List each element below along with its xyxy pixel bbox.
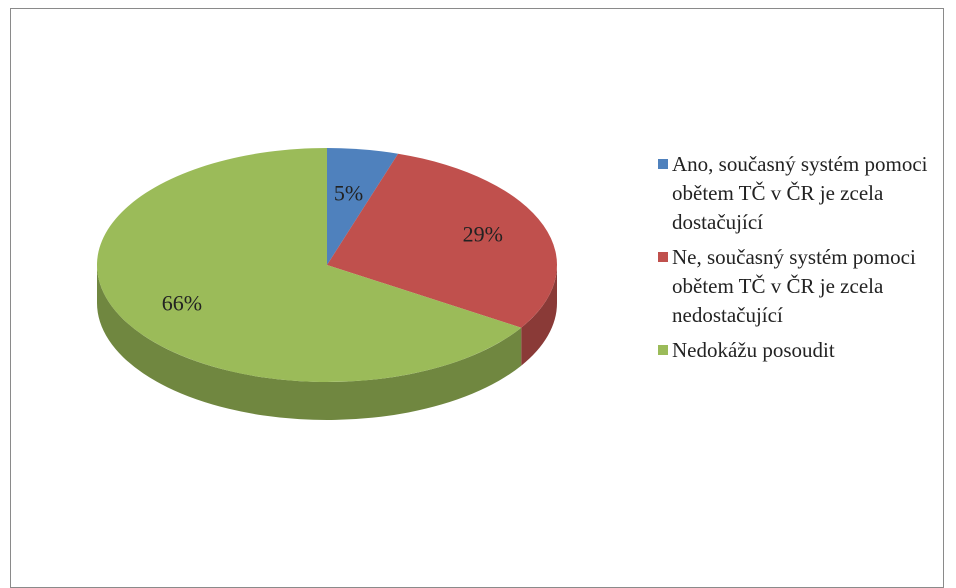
pie-slice: [97, 148, 522, 382]
legend-swatch: [658, 252, 668, 262]
legend-item: Ano, současný systém pomoci obětem TČ v …: [658, 150, 948, 237]
pie-slice: [327, 148, 399, 265]
legend-label: Ano, současný systém pomoci obětem TČ v …: [672, 152, 928, 234]
data-label: 29%: [463, 222, 503, 247]
legend-swatch: [658, 159, 668, 169]
pie-slice: [327, 153, 557, 328]
pie-side: [97, 265, 522, 420]
data-label: 5%: [334, 181, 363, 206]
legend-label: Nedokážu posoudit: [672, 338, 835, 362]
legend-item: Nedokážu posoudit: [658, 336, 948, 365]
legend-item: Ne, současný systém pomoci obětem TČ v Č…: [658, 243, 948, 330]
pie-side: [521, 265, 557, 366]
data-label: 66%: [162, 291, 202, 316]
legend-swatch: [658, 345, 668, 355]
legend-label: Ne, současný systém pomoci obětem TČ v Č…: [672, 245, 916, 327]
legend: Ano, současný systém pomoci obětem TČ v …: [658, 150, 948, 371]
